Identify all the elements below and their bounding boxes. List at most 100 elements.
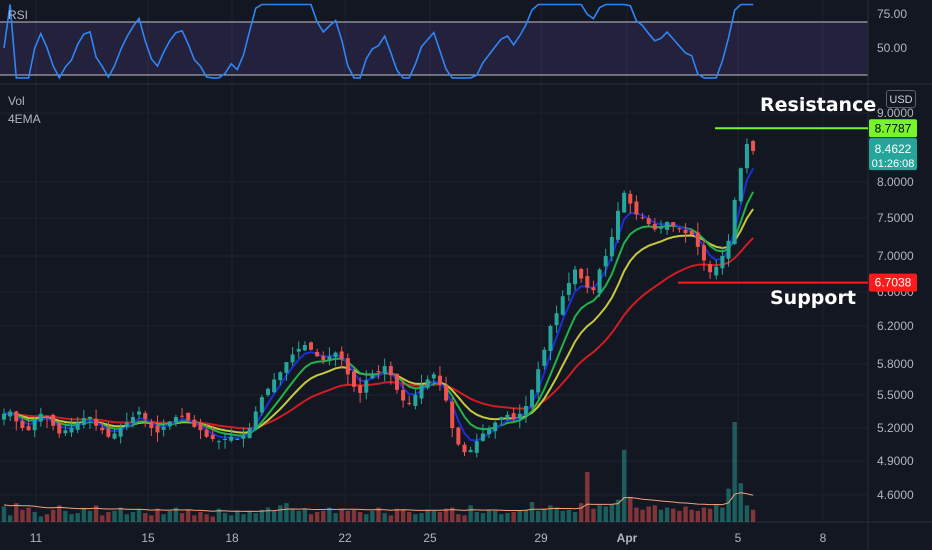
candle-body — [738, 168, 743, 202]
candle — [560, 290, 565, 316]
candle-body — [63, 430, 68, 434]
candle — [20, 416, 25, 431]
candle-body — [394, 373, 399, 390]
volume-bar — [1, 506, 7, 522]
candle-body — [247, 428, 252, 439]
candle-body — [603, 256, 608, 267]
candle-body — [345, 358, 350, 375]
candle-body — [493, 422, 498, 432]
volume-bar — [443, 508, 449, 522]
volume-bar — [106, 512, 111, 522]
volume-bar — [216, 508, 222, 522]
candle — [75, 416, 80, 434]
candle-body — [616, 210, 620, 240]
vol-label[interactable]: Vol — [8, 94, 25, 108]
candle-body — [223, 439, 228, 440]
candle — [616, 202, 620, 244]
volume-bar — [720, 507, 725, 522]
volume-bar — [192, 515, 197, 522]
time-tick: 18 — [225, 531, 239, 545]
currency-button[interactable]: USD — [886, 90, 916, 108]
candle — [284, 362, 289, 381]
candle-body — [671, 222, 676, 226]
candle-body — [100, 427, 105, 431]
candle-body — [591, 287, 596, 291]
volume-bars — [1, 422, 756, 522]
price-tick: 5.5000 — [877, 388, 914, 402]
volume-bar — [81, 508, 87, 522]
volume-bar — [425, 509, 430, 522]
volume-bar — [689, 509, 694, 522]
support-price-tag: 6.7038 — [869, 273, 917, 292]
candle — [106, 421, 111, 439]
candle-body — [376, 370, 381, 373]
rsi-label[interactable]: RSI — [8, 8, 29, 22]
candle-body — [155, 425, 160, 433]
candle-body — [628, 193, 633, 204]
candle — [474, 433, 479, 458]
candle-body — [14, 411, 19, 422]
candle — [689, 229, 694, 235]
volume-bar — [173, 507, 179, 522]
volume-bar — [615, 499, 621, 522]
volume-bar — [38, 516, 44, 522]
candle-body — [548, 326, 553, 351]
candle-body — [437, 375, 442, 385]
volume-bar — [26, 507, 31, 522]
candle-body — [456, 427, 461, 445]
candle — [536, 361, 541, 399]
volume-bar — [450, 507, 455, 522]
volume-bar — [69, 514, 74, 522]
candle-body — [505, 414, 510, 419]
candle-body — [695, 232, 700, 247]
candle — [597, 267, 602, 297]
price-tick: 7.0000 — [877, 249, 914, 263]
candle — [634, 195, 639, 220]
candle-body — [57, 422, 62, 434]
candle-body — [487, 428, 492, 435]
resistance-label: Resistance — [760, 94, 877, 116]
candle — [32, 416, 37, 438]
candle-body — [652, 223, 657, 230]
candle-body — [726, 240, 731, 259]
volume-bar — [382, 513, 387, 522]
candle — [241, 427, 246, 448]
candle-body — [622, 192, 627, 213]
volume-bar — [247, 512, 252, 522]
resistance-price-tag: 8.7787 — [869, 119, 917, 138]
candle — [51, 413, 56, 431]
candle-body — [161, 426, 166, 430]
candle-body — [462, 444, 467, 453]
volume-bar — [572, 512, 578, 522]
volume-bar — [327, 507, 332, 522]
candle — [143, 410, 148, 427]
candle — [493, 421, 498, 439]
time-tick: 5 — [735, 531, 742, 545]
candle-body — [253, 411, 258, 430]
candle — [26, 419, 31, 431]
candle-body — [272, 379, 277, 393]
ema-fast-line — [3, 167, 754, 442]
candle-body — [640, 217, 645, 219]
price-tick: 5.2000 — [877, 421, 914, 435]
volume-bar — [167, 510, 172, 522]
candle-body — [302, 345, 307, 351]
candle — [511, 407, 516, 422]
candle-body — [517, 413, 522, 419]
volume-bar — [750, 509, 756, 522]
volume-bar — [271, 510, 277, 522]
candle — [339, 346, 344, 369]
candle — [198, 418, 203, 440]
grid — [0, 0, 868, 522]
candle-body — [124, 422, 129, 427]
volume-bar — [437, 512, 443, 522]
candle-body — [75, 422, 80, 430]
candle-body — [401, 390, 406, 401]
candle — [751, 139, 756, 155]
ema-label[interactable]: 4EMA — [8, 112, 41, 126]
candle-body — [38, 413, 43, 422]
volume-bar — [419, 513, 424, 522]
candle — [530, 388, 535, 409]
candle-body — [284, 362, 289, 373]
